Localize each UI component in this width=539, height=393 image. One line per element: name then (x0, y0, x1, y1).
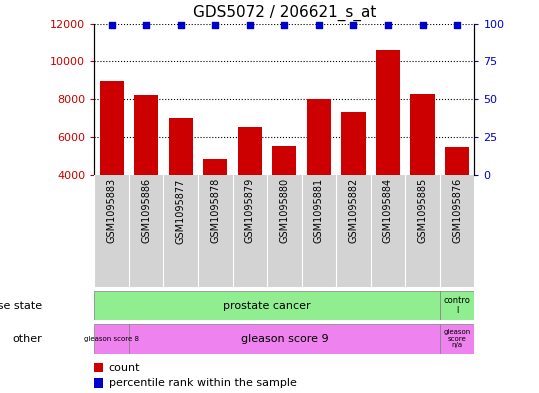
Bar (94, 378, 103, 388)
Point (107, 22, 116, 28)
Text: gleason score 8: gleason score 8 (84, 336, 139, 342)
Bar (341, 112, 365, 251)
Point (176, 22, 185, 28)
Bar (440, 324, 474, 354)
Text: GSM1095882: GSM1095882 (348, 178, 358, 244)
Text: GSM1095883: GSM1095883 (107, 178, 116, 243)
Text: GSM1095881: GSM1095881 (314, 178, 324, 243)
Title: GDS5072 / 206621_s_at: GDS5072 / 206621_s_at (192, 5, 376, 21)
Point (384, 22, 392, 28)
Text: percentile rank within the sample: percentile rank within the sample (109, 378, 296, 388)
Bar (129, 324, 440, 354)
Bar (94, 363, 103, 373)
Text: gleason
score
n/a: gleason score n/a (444, 329, 471, 349)
Point (453, 22, 461, 28)
Point (418, 22, 427, 28)
Point (211, 22, 219, 28)
Point (315, 22, 323, 28)
Text: prostate cancer: prostate cancer (223, 301, 311, 310)
Bar (445, 147, 469, 251)
Bar (169, 118, 193, 251)
Bar (134, 94, 158, 251)
Point (142, 22, 150, 28)
Text: GSM1095886: GSM1095886 (141, 178, 151, 243)
Bar (307, 99, 331, 251)
Text: GSM1095876: GSM1095876 (452, 178, 462, 244)
Point (349, 22, 358, 28)
Text: contro
l: contro l (444, 296, 471, 315)
Text: GSM1095885: GSM1095885 (418, 178, 427, 244)
Bar (410, 94, 434, 251)
Text: disease state: disease state (0, 301, 43, 310)
Text: gleason score 9: gleason score 9 (240, 334, 328, 344)
Text: count: count (109, 362, 140, 373)
Bar (440, 291, 474, 320)
Bar (100, 81, 123, 251)
Text: GSM1095878: GSM1095878 (210, 178, 220, 244)
Text: GSM1095877: GSM1095877 (176, 178, 186, 244)
Point (280, 22, 289, 28)
Bar (94, 324, 129, 354)
Point (245, 22, 254, 28)
Text: GSM1095879: GSM1095879 (245, 178, 255, 244)
Bar (203, 159, 227, 251)
Bar (376, 50, 400, 251)
Text: other: other (13, 334, 43, 344)
Text: GSM1095880: GSM1095880 (279, 178, 289, 243)
Text: GSM1095884: GSM1095884 (383, 178, 393, 243)
Bar (238, 127, 262, 251)
Bar (272, 145, 296, 251)
